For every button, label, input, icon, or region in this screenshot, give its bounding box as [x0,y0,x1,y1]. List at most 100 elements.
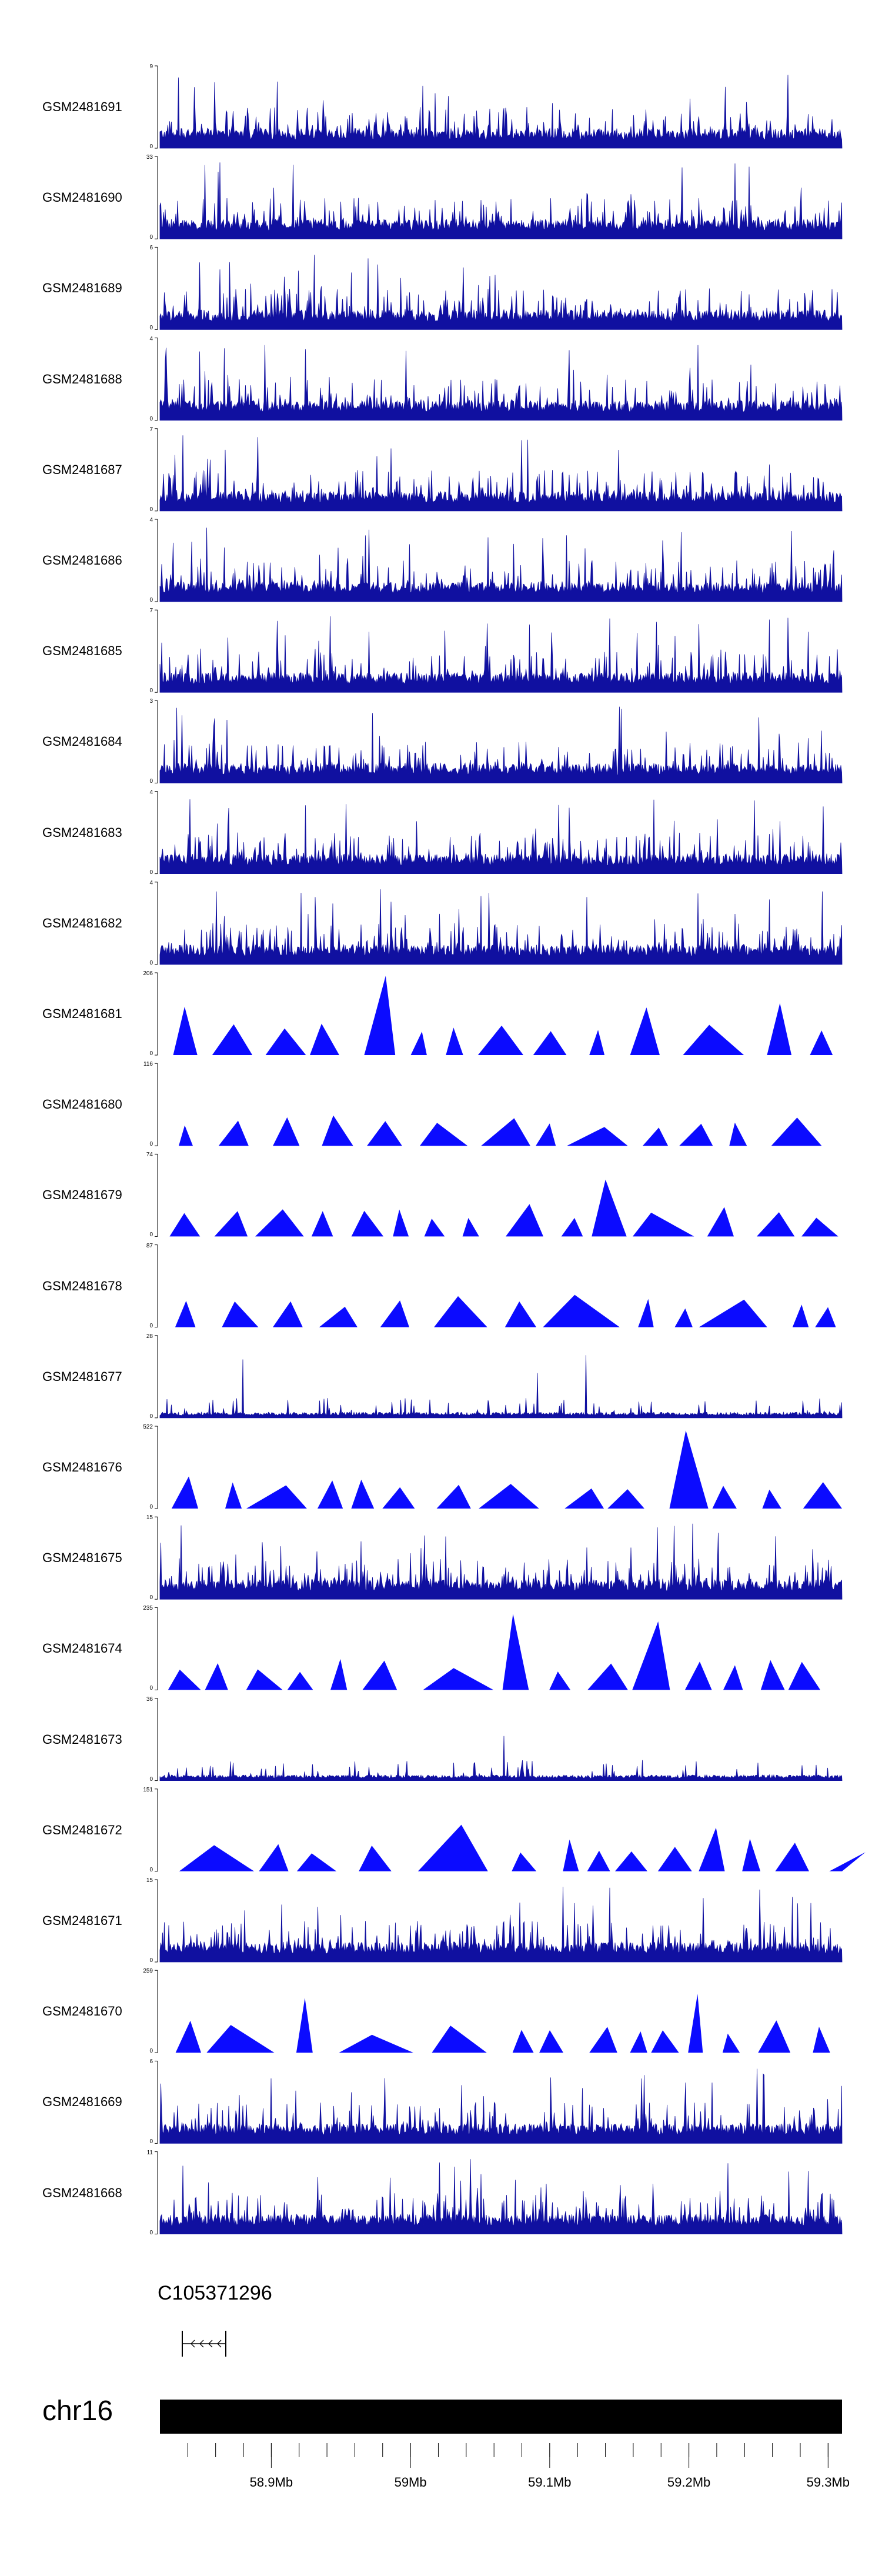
peak [481,1118,530,1146]
y-axis-min: 0 [149,1413,153,1420]
peak [330,1659,348,1690]
peak [175,2020,201,2053]
peak [632,1621,670,1690]
gene-label: C105371296 [158,2282,272,2304]
peak [699,1827,725,1871]
peak [630,1007,660,1055]
signal-area [159,1523,843,1600]
y-axis-max: 87 [146,1242,153,1249]
track-label: GSM2481689 [42,281,122,296]
y-axis-min: 0 [149,1232,153,1239]
peak [351,1210,384,1237]
peak [563,1839,579,1871]
peak [767,1003,792,1055]
peak [589,2027,617,2053]
peak [259,1844,289,1871]
peak [643,1127,669,1146]
peak [255,1209,304,1237]
y-axis-max: 15 [146,1877,153,1884]
peak [359,1846,392,1871]
peak [246,1485,307,1509]
peak [543,1294,620,1327]
track-label: GSM2481669 [42,2094,122,2110]
y-axis-max: 4 [149,879,153,886]
peak [367,1121,402,1146]
peak [810,1030,833,1055]
y-axis-min: 0 [149,1957,153,1964]
peak [815,1307,836,1327]
y-axis-max: 151 [143,1786,153,1793]
peak [630,2031,647,2053]
track-label: GSM2481672 [42,1822,122,1837]
signal-area [159,1736,843,1781]
y-axis-min: 0 [149,234,153,241]
peak [317,1480,343,1509]
track-label: GSM2481688 [42,371,122,386]
y-axis-min: 0 [149,1050,153,1057]
track-label: GSM2481680 [42,1097,122,1112]
peak [651,2030,679,2053]
peak [512,2030,534,2053]
peak [707,1207,734,1237]
y-axis-min: 0 [149,1866,153,1873]
peak [273,1117,300,1146]
track-label: GSM2481678 [42,1278,122,1293]
peak [742,1838,761,1871]
peak [512,1852,537,1871]
peak [273,1301,303,1327]
peak [432,2026,487,2053]
peak [564,1488,604,1509]
signal-area [159,889,843,965]
peak [168,1669,201,1690]
y-axis-max: 116 [143,1061,153,1068]
peak [364,976,396,1055]
track-label: GSM2481668 [42,2185,122,2200]
peak [424,1219,445,1237]
strand-arrow [199,2340,204,2348]
y-axis-max: 36 [146,1696,153,1703]
chromosome-label: chr16 [42,2395,113,2427]
chromosome-bar [160,2400,842,2434]
track-label: GSM2481670 [42,2004,122,2019]
peak [362,1660,397,1690]
peak [311,1211,333,1237]
peak [567,1127,628,1146]
peak [712,1486,737,1509]
y-axis-max: 4 [149,517,153,523]
peak [679,1123,713,1146]
x-axis-tick-label: 59Mb [394,2475,427,2490]
peak [539,2030,564,2053]
y-axis-max: 4 [149,789,153,796]
y-axis-max: 11 [146,2149,153,2156]
y-axis-min: 0 [149,1141,153,1148]
peak [423,1668,494,1690]
peak [829,1852,866,1871]
signal-area [159,1355,843,1419]
peak [729,1122,747,1146]
y-axis-min: 0 [149,1322,153,1329]
peak [212,1024,253,1055]
track-label: GSM2481687 [42,462,122,477]
peak [225,1482,242,1509]
peak [657,1847,692,1871]
y-axis-min: 0 [149,688,153,695]
track-label: GSM2481681 [42,1006,122,1021]
y-axis-max: 9 [149,64,153,70]
x-axis-tick-label: 59.3Mb [806,2475,850,2490]
peak [587,1663,628,1690]
track-label: GSM2481686 [42,553,122,568]
peak [505,1301,537,1327]
peak [322,1115,353,1146]
strand-arrow [217,2340,222,2348]
peak [205,1663,228,1690]
signal-area [159,1887,843,1963]
peak [561,1217,583,1237]
peak [688,1994,703,2053]
peak [477,1025,524,1055]
signal-area [159,75,843,149]
y-axis-min: 0 [149,597,153,603]
peak [222,1302,259,1327]
y-axis-min: 0 [149,1776,153,1783]
peak [633,1212,694,1237]
